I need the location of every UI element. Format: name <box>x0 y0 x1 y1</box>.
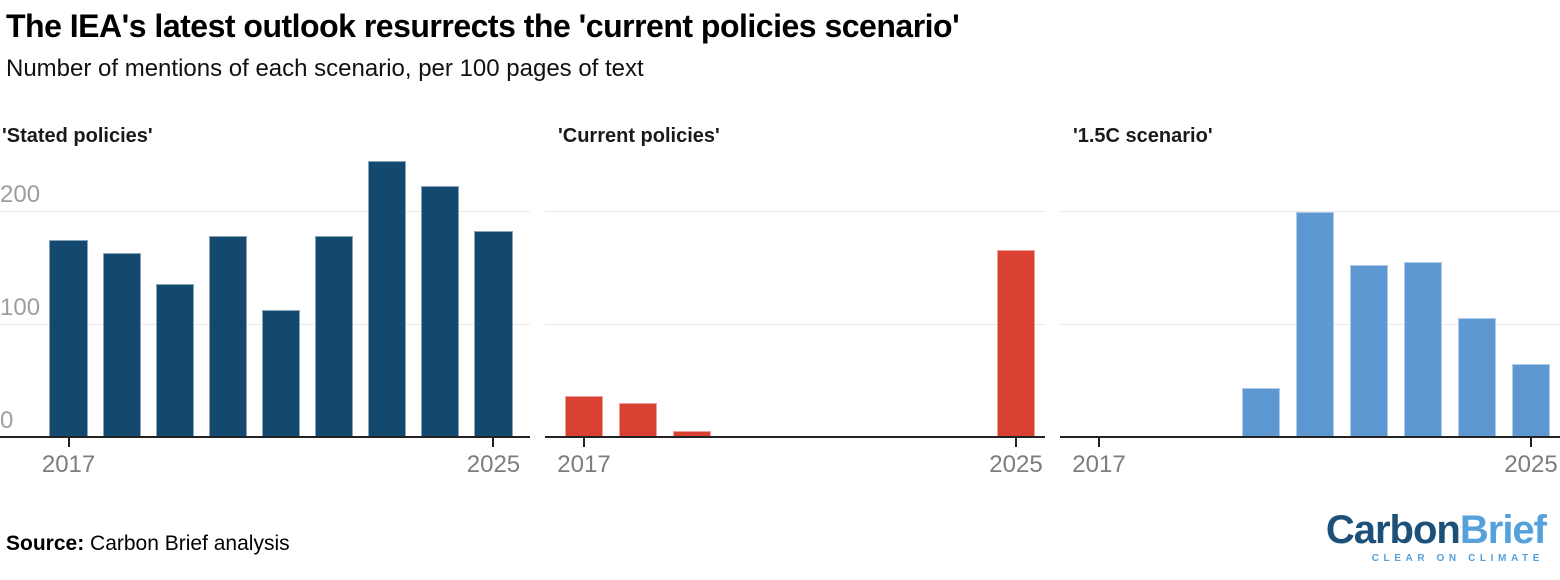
x-tick-2025 <box>492 438 495 447</box>
bar-slot-2025 <box>989 153 1043 438</box>
plot-area: 0 100 200 <box>0 153 530 438</box>
bar-slot-2020 <box>719 153 773 438</box>
bar-2025 <box>1511 364 1551 438</box>
x-axis-ticks: 2017 2025 <box>1072 438 1558 486</box>
bar-2025 <box>996 250 1036 438</box>
bar-slot-2024 <box>414 153 467 438</box>
y-axis-label-200: 200 <box>0 181 41 208</box>
x-axis-label-2017: 2017 <box>1072 451 1126 478</box>
x-axis-ticks: 2017 2025 <box>557 438 1043 486</box>
x-axis-line <box>545 436 1045 438</box>
panel-15c-scenario: '1.5C scenario' 2017 2025 <box>1060 125 1560 486</box>
x-axis: 2017 2025 <box>0 438 530 486</box>
gridline-200 <box>0 211 530 212</box>
bar-slot-2020 <box>201 153 254 438</box>
page-title: The IEA's latest outlook resurrects the … <box>6 8 960 44</box>
bar-slot-2019 <box>665 153 719 438</box>
bar-2022 <box>314 236 354 438</box>
x-axis: 2017 2025 <box>1060 438 1560 486</box>
bars <box>1072 153 1558 438</box>
bar-slot-2021 <box>773 153 827 438</box>
bar-2017 <box>564 396 604 438</box>
logo-tagline: CLEAR ON CLIMATE <box>1371 553 1544 564</box>
gridline-200 <box>1060 211 1560 212</box>
x-axis: 2017 2025 <box>545 438 1045 486</box>
bar-2017 <box>49 240 88 438</box>
bar-slot-2018 <box>611 153 665 438</box>
panel-stated-policies: 'Stated policies' 0 100 200 2017 2025 <box>0 125 530 486</box>
x-axis-line <box>1060 436 1560 438</box>
bar-2023 <box>368 161 407 438</box>
bar-slot-2022 <box>308 153 361 438</box>
source-line: Source: Carbon Brief analysis <box>6 532 290 556</box>
page-subtitle: Number of mentions of each scenario, per… <box>6 55 644 82</box>
gridline-200 <box>545 211 1045 212</box>
bar-slot-2023 <box>1396 153 1450 438</box>
gridline-100 <box>545 324 1045 325</box>
bar-2021 <box>1295 212 1335 438</box>
x-tick-2025 <box>1530 438 1532 447</box>
bar-slot-2024 <box>935 153 989 438</box>
bar-slot-2022 <box>827 153 881 438</box>
bar-2019 <box>672 431 712 438</box>
bar-2018 <box>102 253 141 438</box>
x-tick-2017 <box>1098 438 1100 447</box>
logo-brief: Brief <box>1459 508 1547 552</box>
panel-title-current-policies: 'Current policies' <box>558 125 720 147</box>
bar-slot-2023 <box>881 153 935 438</box>
bar-2020 <box>1241 388 1281 438</box>
bar-2019 <box>155 284 194 438</box>
x-tick-2025 <box>1015 438 1017 447</box>
logo-wordmark: CarbonBrief <box>1325 508 1547 552</box>
bar-slot-2022 <box>1342 153 1396 438</box>
figure-header: The IEA's latest outlook resurrects the … <box>0 0 1560 83</box>
bar-2025 <box>474 231 513 438</box>
panel-title-stated-policies: 'Stated policies' <box>2 125 153 147</box>
bar-slot-2024 <box>1450 153 1504 438</box>
bars <box>42 153 520 438</box>
logo-carbon: Carbon <box>1325 508 1461 552</box>
bar-slot-2025 <box>467 153 520 438</box>
x-tick-2017 <box>67 438 70 447</box>
bar-slot-2021 <box>254 153 307 438</box>
bar-2024 <box>421 186 460 438</box>
x-axis-label-2025: 2025 <box>1504 451 1558 478</box>
bar-slot-2017 <box>557 153 611 438</box>
bar-slot-2018 <box>1126 153 1180 438</box>
bar-slot-2025 <box>1504 153 1558 438</box>
plot-area <box>1060 153 1560 438</box>
source-text: Carbon Brief analysis <box>90 532 290 555</box>
bar-2021 <box>261 310 301 438</box>
bar-slot-2017 <box>42 153 95 438</box>
x-axis-line <box>0 436 530 438</box>
x-axis-ticks: 2017 2025 <box>42 438 520 486</box>
bar-slot-2017 <box>1072 153 1126 438</box>
x-axis-label-2017: 2017 <box>41 451 96 478</box>
bar-slot-2018 <box>95 153 148 438</box>
y-axis-label-0: 0 <box>0 407 14 434</box>
bar-slot-2021 <box>1288 153 1342 438</box>
y-axis-label-100: 100 <box>0 294 41 321</box>
bar-slot-2019 <box>148 153 201 438</box>
bar-slot-2023 <box>361 153 414 438</box>
x-axis-label-2025: 2025 <box>989 451 1043 478</box>
x-tick-2017 <box>583 438 585 447</box>
bar-2024 <box>1457 318 1497 438</box>
bars <box>557 153 1043 438</box>
panel-current-policies: 'Current policies' 2017 2025 <box>545 125 1045 486</box>
panel-title-15c-scenario: '1.5C scenario' <box>1073 125 1213 147</box>
charts-row: 'Stated policies' 0 100 200 2017 2025 'Curr… <box>0 125 1560 486</box>
source-label: Source: <box>6 532 85 555</box>
bar-2020 <box>208 236 247 438</box>
bar-2018 <box>618 403 658 438</box>
carbonbrief-logo: CarbonBrief CLEAR ON CLIMATE <box>1325 508 1547 564</box>
plot-area <box>545 153 1045 438</box>
bar-slot-2019 <box>1180 153 1234 438</box>
bar-2022 <box>1349 265 1389 438</box>
bar-slot-2020 <box>1234 153 1288 438</box>
x-axis-label-2025: 2025 <box>466 451 521 478</box>
bar-2023 <box>1403 262 1443 438</box>
x-axis-label-2017: 2017 <box>557 451 611 478</box>
